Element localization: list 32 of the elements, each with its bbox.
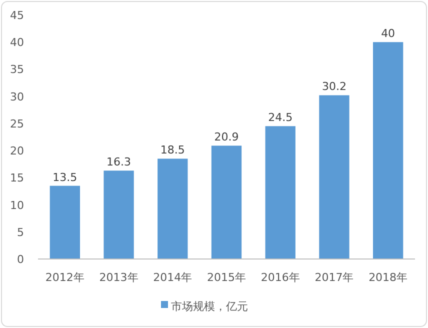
x-tick-label: 2012年 [45,271,84,284]
y-tick-label: 35 [10,63,24,76]
x-tick-label: 2016年 [260,271,300,284]
y-tick-label: 10 [10,198,24,212]
x-tick-label: 2014年 [153,271,192,284]
data-label: 40 [381,27,396,40]
y-tick-label: 15 [10,172,24,185]
y-tick-label: 40 [10,36,24,50]
bar [372,42,404,259]
y-tick-label: 20 [10,144,24,158]
bar [265,126,296,259]
bar [104,170,134,259]
data-label: 20.9 [214,130,239,144]
bar [319,95,350,259]
y-tick-label: 0 [17,253,24,266]
legend-label: 市场规模，亿元 [171,300,248,313]
y-tick-label: 45 [10,9,24,22]
data-label: 16.3 [106,156,132,169]
y-tick-label: 25 [10,117,24,130]
bar [211,146,242,259]
bar [158,158,188,259]
x-tick-label: 2015年 [207,271,246,284]
x-tick-label: 2013年 [99,271,138,284]
x-tick-label: 2018年 [368,271,408,284]
bar [50,186,80,259]
x-tick-label: 2017年 [314,271,354,284]
data-label: 24.5 [268,111,293,124]
y-tick-label: 5 [17,226,24,239]
data-label: 18.5 [160,144,185,157]
data-label: 13.5 [52,170,78,184]
y-tick-label: 30 [10,90,24,104]
data-label: 30.2 [322,80,346,94]
